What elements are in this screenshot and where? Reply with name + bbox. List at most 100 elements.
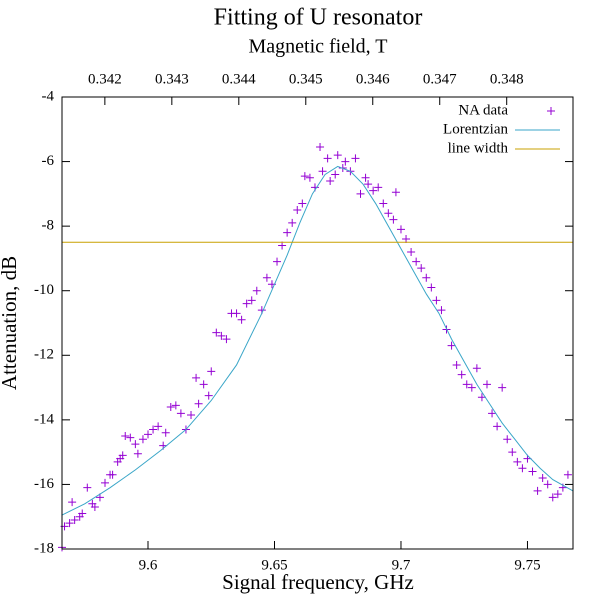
data-point: [467, 383, 476, 392]
data-point: [192, 373, 201, 382]
data-point: [503, 435, 512, 444]
data-point: [144, 430, 153, 439]
data-point: [508, 448, 517, 457]
data-point: [417, 264, 426, 273]
data-point: [447, 341, 456, 350]
data-point: [412, 257, 421, 266]
data-point: [407, 247, 416, 256]
data-point: [318, 167, 327, 176]
data-point: [166, 402, 175, 411]
data-point: [538, 473, 547, 482]
data-point: [108, 470, 117, 479]
x-tick-label: 9.7: [392, 557, 411, 573]
data-point: [247, 296, 256, 305]
data-point: [212, 328, 221, 337]
x2-tick-label: 0.348: [490, 71, 524, 87]
data-point: [242, 299, 251, 308]
data-point: [194, 399, 203, 408]
data-point: [427, 283, 436, 292]
legend-label: line width: [448, 140, 509, 156]
data-point: [518, 464, 527, 473]
data-point: [138, 435, 147, 444]
data-point: [356, 189, 365, 198]
data-point: [528, 467, 537, 476]
data-point: [70, 515, 79, 524]
data-point: [462, 380, 471, 389]
y-tick-label: -18: [34, 540, 54, 556]
data-point: [513, 457, 522, 466]
data-point: [252, 286, 261, 295]
data-point: [323, 154, 332, 163]
data-point: [384, 209, 393, 218]
data-point: [498, 383, 507, 392]
data-point: [361, 173, 370, 182]
data-point: [331, 170, 340, 179]
data-point: [369, 186, 378, 195]
x2-tick-label: 0.345: [289, 71, 323, 87]
data-point: [402, 235, 411, 244]
data-point: [422, 273, 431, 282]
y-tick-label: -10: [34, 282, 54, 298]
data-point: [391, 188, 400, 197]
data-point: [351, 154, 360, 163]
data-point: [237, 315, 246, 324]
y-axis-label: Attenuation, dB: [0, 256, 21, 390]
data-point: [543, 480, 552, 489]
data-point: [477, 393, 486, 402]
legend-marker: [547, 107, 555, 115]
data-point: [396, 225, 405, 234]
data-point: [204, 391, 213, 400]
x2-tick-label: 0.343: [155, 71, 189, 87]
data-point: [101, 478, 110, 487]
data-point: [126, 433, 135, 442]
data-point: [83, 483, 92, 492]
y-tick-label: -4: [42, 88, 55, 104]
plot-border: [61, 96, 574, 550]
data-point: [131, 440, 140, 449]
data-point: [493, 422, 502, 431]
data-point: [68, 498, 77, 507]
data-point: [278, 241, 287, 250]
data-point: [389, 215, 398, 224]
y-tick-label: -12: [34, 347, 54, 363]
data-point: [118, 451, 127, 460]
data-point: [217, 331, 226, 340]
y-tick-label: -8: [42, 218, 55, 234]
data-point: [472, 364, 481, 373]
data-point: [90, 503, 99, 512]
data-point: [232, 309, 241, 318]
data-point: [379, 199, 388, 208]
data-point: [563, 470, 572, 479]
data-point: [437, 306, 446, 315]
data-point: [316, 143, 325, 152]
x-tick-label: 9.75: [514, 557, 540, 573]
legend-label: Lorentzian: [443, 121, 508, 137]
y-tick-label: -14: [34, 411, 54, 427]
data-point: [548, 493, 557, 502]
data-point: [333, 151, 342, 160]
data-point: [222, 335, 231, 344]
data-point: [326, 176, 335, 185]
data-point: [121, 432, 130, 440]
data-point: [262, 273, 271, 282]
data-point: [432, 296, 441, 305]
fit-line: [61, 165, 574, 516]
x-tick-label: 9.6: [139, 557, 158, 573]
x2-tick-label: 0.342: [88, 71, 122, 87]
data-point: [199, 380, 208, 389]
x-tick-label: 9.65: [261, 557, 287, 573]
data-point: [273, 257, 282, 266]
data-point: [171, 401, 180, 410]
data-point: [482, 380, 491, 389]
data-point: [161, 428, 170, 437]
data-point: [154, 422, 163, 431]
data-point: [283, 228, 292, 237]
x2-tick-label: 0.346: [356, 71, 390, 87]
data-point: [293, 206, 302, 214]
data-point: [288, 218, 297, 227]
x-axis-label: Signal frequency, GHz: [222, 570, 414, 594]
data-point: [65, 519, 74, 528]
data-point: [305, 173, 314, 182]
data-point: [553, 490, 562, 499]
